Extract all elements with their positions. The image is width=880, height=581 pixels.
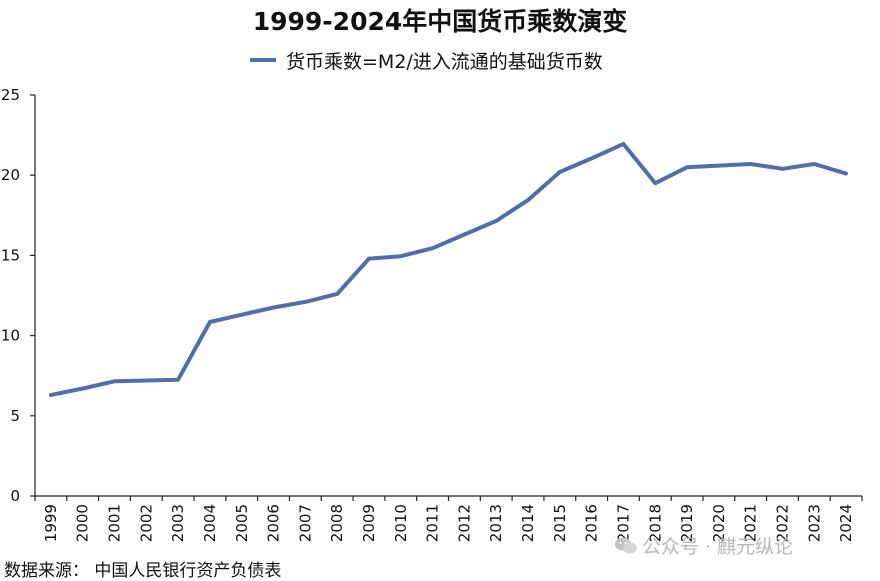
- y-tick-label: 10: [1, 327, 20, 345]
- x-tick-label: 1999: [42, 504, 60, 542]
- y-tick-label: 0: [10, 487, 20, 505]
- source-note: 数据来源： 中国人民银行资产负债表: [4, 561, 282, 581]
- x-tick-label: 2011: [424, 504, 442, 542]
- axes: [30, 94, 863, 501]
- series-lines: [48, 141, 849, 397]
- x-tick-labels: 1999 2000 2001 2002 2003 2004 2005 2006 2007 2008…: [42, 504, 855, 542]
- watermark-text: 公众号 · 麒元纵论: [642, 536, 794, 558]
- x-tick-label: 2009: [360, 504, 378, 542]
- y-tick-label: 25: [1, 86, 20, 104]
- x-tick-label: 2006: [265, 504, 283, 542]
- x-tick-label: 2002: [137, 504, 155, 542]
- wechat-icon: [615, 537, 637, 553]
- watermark: 公众号 · 麒元纵论: [614, 532, 793, 559]
- x-tick-label: 2015: [551, 504, 569, 542]
- legend: 货币乘数=M2/进入流通的基础货币数: [250, 46, 603, 74]
- x-tick-label: 2020: [710, 504, 728, 542]
- legend-label: 货币乘数=M2/进入流通的基础货币数: [286, 50, 603, 73]
- x-tick-label: 2023: [805, 504, 823, 542]
- x-tick-label: 2007: [296, 504, 314, 542]
- x-tick-label: 2013: [487, 504, 505, 542]
- x-tick-label: 2016: [583, 504, 601, 542]
- x-tick-label: 2022: [773, 504, 791, 542]
- x-tick-label: 2004: [201, 504, 219, 542]
- x-tick-label: 2018: [646, 504, 664, 542]
- y-tick-label: 20: [1, 166, 20, 184]
- x-tick-label: 2000: [74, 504, 92, 542]
- x-tick-label: 2003: [169, 504, 187, 542]
- legend-swatch: [250, 58, 276, 62]
- y-tick-label: 15: [1, 246, 20, 264]
- x-tick-label: 2021: [742, 504, 760, 542]
- x-tick-label: 2001: [106, 504, 124, 542]
- y-tick-label: 5: [10, 407, 20, 425]
- x-tick-label: 2024: [837, 504, 855, 542]
- x-tick-label: 2005: [233, 504, 251, 542]
- x-tick-label: 2012: [455, 504, 473, 542]
- x-tick-label: 2014: [519, 504, 537, 542]
- x-tick-label: 2017: [614, 504, 632, 542]
- chart-title: 1999-2024年中国货币乘数演变: [252, 7, 628, 36]
- series-line-0: [48, 141, 849, 397]
- x-tick-label: 2010: [392, 504, 410, 542]
- x-tick-label: 2008: [328, 504, 346, 542]
- x-tick-label: 2019: [678, 504, 696, 542]
- y-tick-labels: 0 5 10 15 20 25: [1, 86, 20, 505]
